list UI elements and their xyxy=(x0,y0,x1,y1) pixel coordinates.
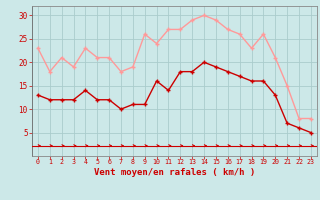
X-axis label: Vent moyen/en rafales ( km/h ): Vent moyen/en rafales ( km/h ) xyxy=(94,168,255,177)
